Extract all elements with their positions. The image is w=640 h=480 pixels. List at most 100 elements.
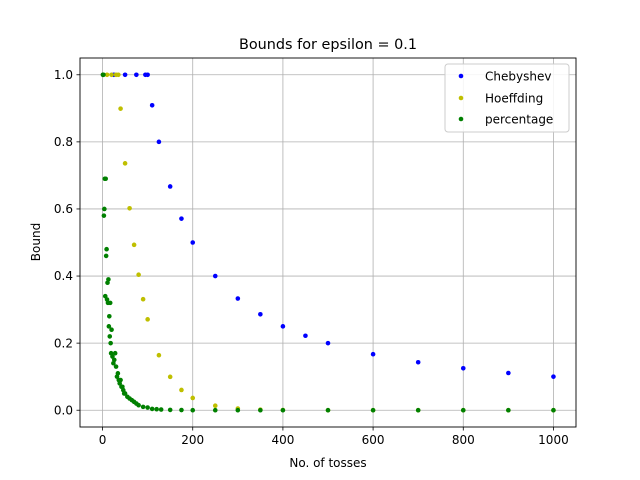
data-point-percentage [102, 293, 108, 299]
data-point-chebyshev [303, 333, 308, 339]
data-point-hoeffding [140, 296, 146, 302]
data-point-percentage [108, 340, 113, 346]
data-point-percentage [460, 407, 466, 413]
data-point-chebyshev [235, 296, 241, 301]
data-point-percentage [110, 354, 115, 359]
data-point-percentage [506, 407, 511, 413]
data-point-chebyshev [156, 139, 162, 145]
data-point-percentage [112, 350, 118, 356]
axis-ticks: 0 200 400 600 800 1000 0.0 0.2 0.4 0.6 0.8 1.0 [54, 68, 569, 447]
data-point-percentage [136, 402, 141, 408]
data-point-chebyshev [167, 184, 173, 189]
x-tick-label: 800 [452, 433, 475, 447]
data-point-percentage [158, 407, 164, 412]
data-point-chebyshev [190, 240, 196, 245]
x-tick-label: 600 [362, 433, 385, 447]
data-point-chebyshev [179, 216, 184, 221]
data-point-percentage [122, 391, 128, 396]
y-tick-label: 0.2 [54, 336, 73, 350]
data-point-percentage [280, 407, 286, 413]
data-point-percentage [167, 407, 173, 413]
data-point-percentage [102, 206, 107, 212]
data-point-percentage [140, 404, 146, 410]
data-point-chebyshev [325, 340, 331, 346]
data-point-hoeffding [122, 161, 128, 166]
data-point-percentage [551, 407, 556, 413]
x-tick-label: 400 [271, 433, 294, 447]
data-point-percentage [325, 407, 331, 413]
data-point-hoeffding [109, 72, 114, 78]
data-point-chebyshev [258, 311, 263, 317]
data-point-hoeffding [118, 106, 123, 111]
legend-marker-percentage [458, 116, 464, 122]
data-point-percentage [103, 176, 108, 182]
data-point-hoeffding [156, 352, 162, 358]
data-point-percentage [109, 327, 114, 333]
data-point-hoeffding [190, 395, 196, 401]
data-point-chebyshev [280, 324, 286, 329]
data-point-percentage [106, 324, 112, 329]
data-point-hoeffding [131, 242, 137, 248]
y-tick-label: 0.6 [54, 202, 73, 216]
data-point-chebyshev [551, 374, 556, 379]
x-tick-label: 1000 [538, 433, 569, 447]
axes-frame [79, 57, 577, 428]
data-point-chebyshev [212, 273, 218, 279]
data-points [100, 72, 556, 413]
data-point-hoeffding [127, 205, 132, 211]
y-tick-label: 0.8 [54, 135, 73, 149]
data-point-percentage [101, 213, 107, 218]
data-point-percentage [104, 246, 109, 252]
legend-marker-hoeffding [458, 95, 464, 101]
legend-marker-chebyshev [458, 73, 464, 79]
data-point-hoeffding [167, 374, 173, 380]
data-point-percentage [415, 407, 421, 413]
data-point-hoeffding [116, 72, 121, 78]
data-point-percentage [107, 314, 112, 319]
x-axis-label: No. of tosses [289, 456, 366, 470]
legend-box [444, 63, 570, 133]
data-point-chebyshev [370, 351, 376, 357]
data-point-percentage [113, 364, 119, 369]
data-point-chebyshev [415, 359, 421, 365]
data-point-percentage [111, 357, 117, 363]
data-point-chebyshev [122, 72, 128, 78]
data-point-chebyshev [460, 366, 466, 371]
data-point-percentage [190, 407, 196, 413]
x-tick-label: 0 [99, 433, 107, 447]
y-tick-label: 0.0 [54, 403, 73, 417]
legend-label-percentage: percentage [485, 113, 553, 127]
data-point-percentage [103, 253, 109, 259]
y-tick-label: 1.0 [54, 68, 73, 82]
data-point-percentage [149, 406, 155, 412]
legend-label-chebyshev: Chebyshev [485, 70, 551, 84]
data-point-percentage [235, 407, 241, 413]
data-point-hoeffding [104, 72, 110, 78]
data-point-percentage [107, 334, 113, 339]
data-point-chebyshev [506, 370, 511, 376]
data-point-hoeffding [179, 387, 184, 393]
data-point-percentage [154, 406, 159, 412]
legend: Chebyshev Hoeffding percentage [444, 63, 570, 133]
y-axis-label: Bound [29, 223, 43, 261]
data-point-percentage [145, 405, 150, 410]
series-percentage [100, 72, 556, 413]
y-tick-label: 0.4 [54, 269, 73, 283]
data-point-percentage [258, 407, 263, 413]
legend-label-hoeffding: Hoeffding [485, 92, 543, 106]
data-point-chebyshev [145, 72, 150, 78]
data-point-percentage [101, 72, 106, 78]
data-point-chebyshev [134, 72, 139, 78]
chart-title: Bounds for epsilon = 0.1 [239, 37, 417, 53]
data-point-percentage [107, 300, 113, 306]
data-point-hoeffding [212, 403, 218, 409]
data-point-percentage [370, 407, 376, 413]
data-point-percentage [212, 407, 218, 413]
data-point-percentage [106, 277, 111, 282]
data-point-percentage [179, 407, 184, 413]
x-tick-label: 200 [181, 433, 204, 447]
data-point-hoeffding [136, 272, 141, 278]
data-point-hoeffding [145, 317, 150, 322]
data-point-percentage [115, 371, 121, 376]
